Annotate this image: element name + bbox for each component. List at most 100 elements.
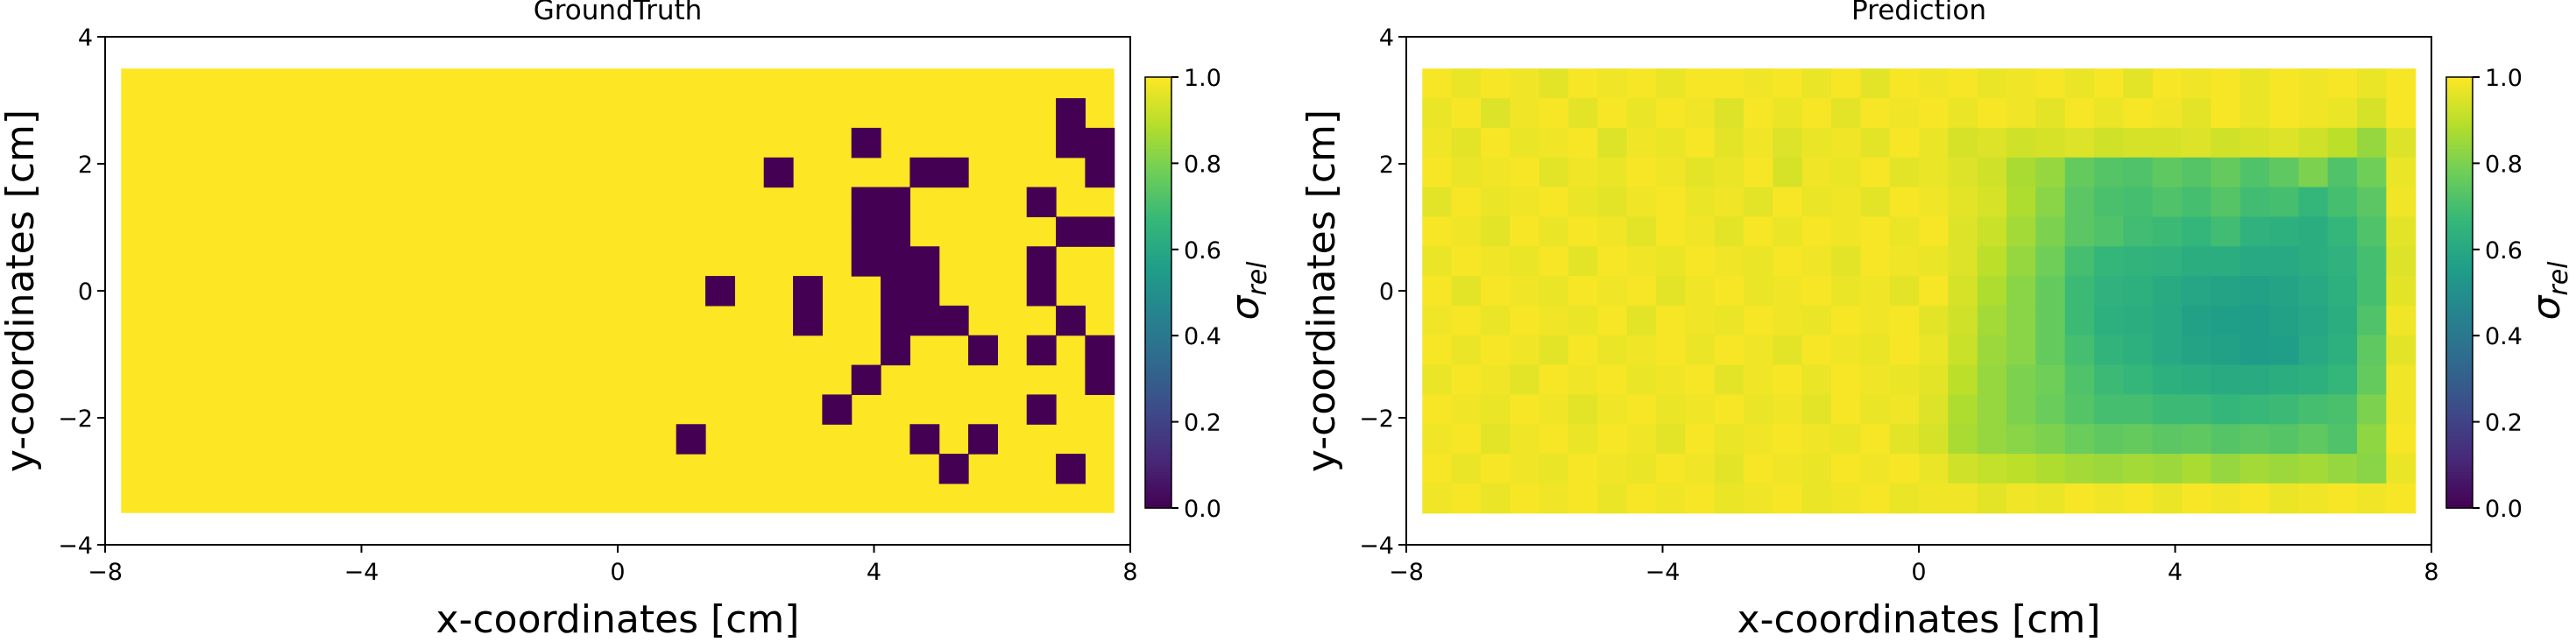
prediction-heatmap-cell — [1626, 305, 1657, 336]
prediction-heatmap-cell — [1539, 424, 1569, 455]
groundtruth-colorbar-segment — [1145, 404, 1171, 408]
groundtruth-colorbar-tick-label: 0.4 — [1184, 323, 1221, 350]
prediction-heatmap — [1422, 68, 2417, 514]
prediction-heatmap-cell — [2240, 187, 2270, 218]
prediction-heatmap-cell — [1626, 246, 1657, 277]
prediction-colorbar-segment — [2446, 278, 2473, 283]
prediction-heatmap-cell — [2064, 68, 2095, 99]
prediction-heatmap-cell — [1743, 335, 1773, 366]
prediction-heatmap-cell — [1830, 98, 1861, 129]
prediction-heatmap-cell — [1773, 424, 1803, 455]
prediction-colorbar-segment — [2446, 493, 2473, 498]
prediction-heatmap-cell — [1714, 305, 1744, 336]
prediction-heatmap-cell — [2035, 68, 2066, 99]
groundtruth-colorbar-segment — [1145, 339, 1171, 344]
prediction-colorbar-segment — [2446, 364, 2473, 369]
prediction-heatmap-cell — [2386, 127, 2417, 159]
prediction-colorbar-segment — [2446, 98, 2473, 103]
prediction-heatmap-cell — [2357, 98, 2387, 129]
prediction-heatmap-cell — [2298, 187, 2329, 218]
prediction-heatmap-cell — [2357, 483, 2387, 514]
groundtruth-colorbar-segment — [1145, 356, 1171, 362]
groundtruth-colorbar-segment — [1145, 138, 1171, 143]
prediction-heatmap-cell — [1422, 127, 1453, 159]
prediction-heatmap-cell — [1626, 68, 1657, 99]
prediction-heatmap-cell — [1919, 454, 1949, 484]
prediction-heatmap-cell — [1597, 127, 1628, 159]
groundtruth-colorbar-segment — [1145, 321, 1171, 326]
prediction-heatmap-cell — [2152, 68, 2183, 99]
groundtruth-colorbar-segment — [1145, 163, 1171, 168]
prediction-colorbar-segment — [2446, 195, 2473, 201]
prediction-heatmap-cell — [1889, 276, 1920, 307]
prediction-heatmap-cell — [1860, 98, 1891, 129]
prediction-heatmap-cell — [2357, 335, 2387, 366]
prediction-heatmap-cell — [1977, 157, 2007, 188]
groundtruth-heatmap-cell — [1085, 216, 1115, 247]
prediction-colorbar-segment — [2446, 180, 2473, 186]
prediction-heatmap-cell — [1860, 424, 1891, 455]
prediction-heatmap-cell — [2182, 187, 2212, 218]
prediction-heatmap-cell — [1451, 483, 1482, 514]
prediction-heatmap-cell — [1860, 246, 1891, 277]
groundtruth-colorbar-segment — [1145, 88, 1171, 93]
prediction-heatmap-cell — [2386, 483, 2417, 514]
groundtruth-colorbar-segment — [1145, 77, 1171, 81]
prediction-heatmap-cell — [1568, 454, 1598, 484]
prediction-heatmap-cell — [2006, 335, 2036, 366]
prediction-heatmap-cell — [1948, 187, 1978, 218]
prediction-heatmap-cell — [1830, 305, 1861, 336]
groundtruth-y-ticks: −4 −2 0 2 4 — [58, 25, 105, 560]
prediction-heatmap-cell — [1889, 305, 1920, 336]
prediction-heatmap-cell — [2094, 424, 2124, 455]
groundtruth-colorbar-segment — [1145, 141, 1171, 146]
prediction-heatmap-cell — [1510, 335, 1540, 366]
prediction-colorbar-segment — [2446, 228, 2473, 232]
prediction-heatmap-cell — [1714, 246, 1744, 277]
prediction-heatmap-cell — [2298, 157, 2329, 188]
prediction-heatmap-cell — [1773, 364, 1803, 396]
groundtruth-y-tick-label: −4 — [58, 533, 93, 560]
groundtruth-colorbar-segment — [1145, 328, 1171, 333]
prediction-heatmap-cell — [2064, 483, 2095, 514]
prediction-colorbar-segment — [2446, 396, 2473, 401]
prediction-heatmap-cell — [2357, 364, 2387, 396]
groundtruth-heatmap-cell — [881, 216, 910, 247]
prediction-heatmap-cell — [2298, 335, 2329, 366]
prediction-colorbar-segment — [2446, 461, 2473, 466]
prediction-heatmap-cell — [2064, 305, 2095, 336]
prediction-colorbar-segment — [2446, 224, 2473, 229]
prediction-heatmap-cell — [2357, 127, 2387, 159]
groundtruth-heatmap-cell — [676, 424, 706, 455]
prediction-heatmap-cell — [1451, 157, 1482, 188]
prediction-heatmap-cell — [1480, 305, 1511, 336]
prediction-heatmap-cell — [1480, 157, 1511, 188]
prediction-heatmap-cell — [1451, 335, 1482, 366]
prediction-heatmap-cell — [2152, 305, 2183, 336]
prediction-x-axis-label: x-coordinates [cm] — [1737, 597, 2101, 642]
groundtruth-colorbar-segment — [1145, 360, 1171, 365]
prediction-heatmap-cell — [2182, 157, 2212, 188]
prediction-heatmap-cell — [2006, 276, 2036, 307]
groundtruth-colorbar-segment — [1145, 342, 1171, 348]
prediction-colorbar-segment — [2446, 209, 2473, 215]
prediction-heatmap-cell — [1948, 483, 1978, 514]
prediction-colorbar-tick-label: 1.0 — [2485, 65, 2523, 92]
groundtruth-colorbar-segment — [1145, 116, 1171, 121]
prediction-heatmap-cell — [2123, 98, 2154, 129]
prediction-x-tick-label: 0 — [1911, 559, 1926, 586]
prediction-heatmap-cell — [1773, 394, 1803, 425]
prediction-heatmap-cell — [2240, 216, 2270, 247]
prediction-heatmap-cell — [1948, 127, 1978, 159]
prediction-heatmap-cell — [2240, 68, 2270, 99]
groundtruth-y-axis-label: y-coordinates [cm] — [0, 109, 43, 472]
prediction-heatmap-cell — [1480, 394, 1511, 425]
prediction-colorbar-segment — [2446, 105, 2473, 110]
prediction-heatmap-cell — [2006, 394, 2036, 425]
groundtruth-colorbar-segment — [1145, 443, 1171, 448]
prediction-heatmap-cell — [1480, 68, 1511, 99]
prediction-y-tick-label: −4 — [1359, 533, 1394, 560]
prediction-heatmap-cell — [2386, 246, 2417, 277]
groundtruth-x-axis-label: x-coordinates [cm] — [436, 597, 800, 642]
